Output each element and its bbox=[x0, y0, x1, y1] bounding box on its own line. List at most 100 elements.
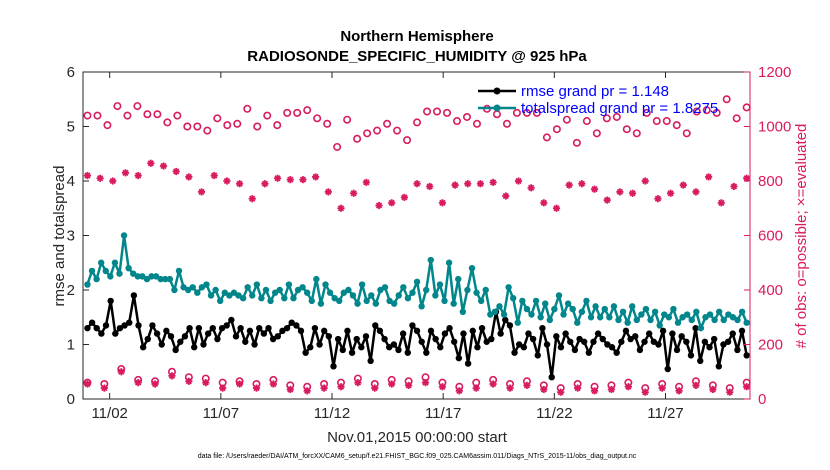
data-point-rmse bbox=[409, 322, 416, 329]
data-point-rmse bbox=[529, 335, 537, 343]
y-right-axis-ticks: 0 200 400 600 800 1000 1200 bbox=[744, 64, 791, 408]
data-point-totalspread bbox=[354, 300, 361, 307]
data-point-totalspread bbox=[633, 316, 640, 324]
y-right-tick-label: 400 bbox=[758, 282, 783, 299]
obs-evaluated-marker bbox=[692, 188, 700, 196]
data-point-totalspread bbox=[665, 314, 673, 321]
marker-stroke bbox=[506, 384, 514, 392]
marker-stroke bbox=[667, 190, 674, 197]
obs-possible-marker bbox=[133, 102, 142, 111]
data-point-rmse bbox=[571, 346, 579, 354]
data-point-totalspread bbox=[116, 270, 123, 277]
data-point-totalspread bbox=[583, 297, 590, 305]
marker-stroke bbox=[202, 379, 209, 386]
data-point-totalspread bbox=[743, 319, 750, 326]
marker-stroke bbox=[134, 379, 142, 386]
data-point-rmse bbox=[478, 324, 486, 332]
marker-stroke bbox=[173, 168, 180, 175]
obs-evaluated-marker bbox=[109, 177, 117, 185]
y-tick-label: 1 bbox=[67, 337, 75, 354]
data-point-totalspread bbox=[427, 256, 434, 264]
data-point-rmse bbox=[613, 349, 620, 356]
marker-stroke bbox=[388, 380, 395, 388]
data-point-rmse bbox=[604, 341, 611, 348]
obs-evaluated-marker bbox=[557, 388, 565, 396]
marker-stroke bbox=[253, 384, 260, 392]
obs-possible-marker bbox=[672, 121, 681, 130]
data-point-totalspread bbox=[693, 308, 700, 315]
obs-evaluated-marker bbox=[413, 180, 421, 188]
data-point-totalspread bbox=[560, 311, 567, 318]
data-point-rmse bbox=[98, 330, 105, 337]
obs-possible-marker bbox=[522, 108, 531, 117]
marker-stroke bbox=[477, 180, 484, 187]
data-point-totalspread bbox=[134, 273, 142, 280]
data-point-totalspread bbox=[734, 316, 741, 324]
marker-stroke bbox=[616, 188, 624, 196]
marker-stroke bbox=[658, 384, 666, 392]
obs-evaluated-marker bbox=[578, 180, 586, 188]
marker-stroke bbox=[405, 382, 412, 389]
data-point-rmse bbox=[590, 338, 597, 345]
data-point-rmse bbox=[673, 346, 681, 354]
obs-evaluated-marker bbox=[527, 184, 535, 192]
obs-possible-marker bbox=[143, 110, 152, 119]
data-point-rmse bbox=[678, 333, 685, 340]
marker-stroke bbox=[109, 177, 116, 185]
data-point-rmse bbox=[153, 330, 161, 337]
data-point-totalspread bbox=[285, 281, 293, 288]
obs-possible-marker bbox=[462, 112, 471, 121]
data-point-rmse bbox=[687, 352, 695, 359]
marker-stroke bbox=[118, 368, 125, 375]
obs-possible-marker bbox=[383, 119, 392, 128]
marker-stroke bbox=[642, 389, 649, 396]
data-point-rmse bbox=[372, 322, 379, 329]
legend: rmse grand pr = 1.148 totalspread grand … bbox=[478, 83, 718, 117]
data-point-totalspread bbox=[166, 275, 174, 283]
data-point-totalspread bbox=[423, 286, 430, 294]
data-point-rmse bbox=[567, 338, 574, 345]
obs-evaluated-marker bbox=[202, 379, 210, 387]
data-point-totalspread bbox=[482, 286, 489, 294]
obs-evaluated-marker bbox=[83, 171, 92, 180]
marker-stroke bbox=[502, 192, 509, 200]
obs-possible-marker bbox=[572, 138, 581, 147]
marker-stroke bbox=[168, 372, 176, 379]
plot-area bbox=[83, 72, 750, 399]
data-point-rmse bbox=[627, 335, 634, 343]
obs-evaluated-marker bbox=[574, 384, 582, 392]
marker-stroke bbox=[629, 190, 636, 197]
obs-possible-marker bbox=[682, 129, 691, 138]
obs-possible-marker bbox=[602, 114, 611, 123]
obs-evaluated-marker bbox=[603, 196, 611, 204]
data-point-totalspread bbox=[400, 284, 407, 291]
data-point-rmse bbox=[246, 327, 254, 335]
chart-subtitle: RADIOSONDE_SPECIFIC_HUMIDITY @ 925 hPa bbox=[247, 48, 587, 65]
obs-evaluated-marker bbox=[210, 171, 218, 180]
marker-stroke bbox=[439, 199, 446, 206]
marker-stroke bbox=[337, 205, 345, 212]
marker-stroke bbox=[553, 205, 560, 212]
marker-stroke bbox=[608, 386, 615, 393]
obs-evaluated-marker bbox=[667, 189, 675, 197]
obs-evaluated-marker bbox=[286, 176, 294, 184]
obs-possible-marker bbox=[552, 125, 561, 134]
obs-count-markers bbox=[83, 95, 751, 396]
data-point-totalspread bbox=[413, 278, 421, 286]
data-point-rmse bbox=[669, 330, 676, 337]
data-point-totalspread bbox=[523, 305, 531, 313]
obs-evaluated-marker bbox=[540, 385, 548, 394]
data-point-rmse bbox=[608, 344, 616, 351]
y-right-axis-label: # of obs: o=possible; ×=evaluated bbox=[793, 124, 810, 349]
x-tick-label: 11/12 bbox=[314, 405, 350, 422]
marker-stroke bbox=[730, 183, 738, 190]
marker-stroke bbox=[287, 386, 294, 393]
marker-stroke bbox=[151, 380, 159, 388]
data-point-totalspread bbox=[720, 316, 727, 324]
data-point-rmse bbox=[172, 346, 179, 354]
obs-evaluated-marker bbox=[472, 384, 480, 392]
series-lines bbox=[84, 232, 750, 381]
data-point-rmse bbox=[321, 327, 328, 335]
marker-stroke bbox=[147, 160, 154, 167]
x-axis-label: Nov.01,2015 00:00:00 start bbox=[327, 429, 508, 446]
